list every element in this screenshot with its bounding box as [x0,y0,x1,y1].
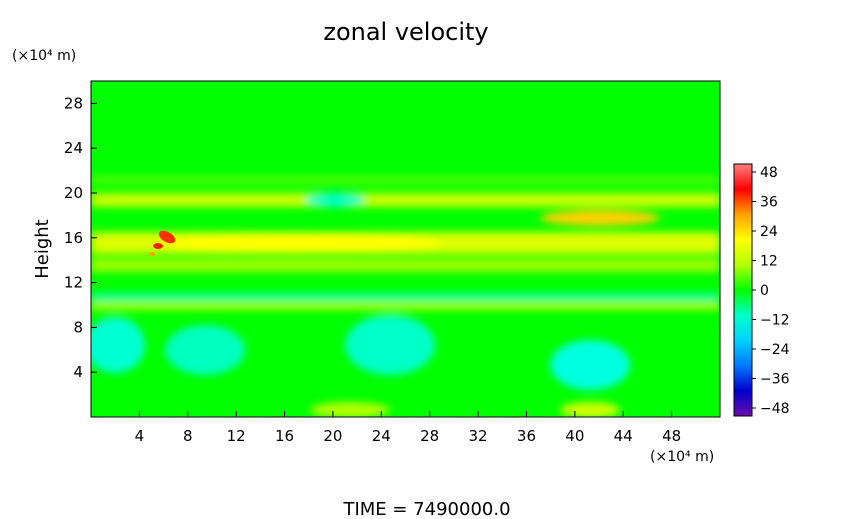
band-mid-yellow [91,302,720,310]
band-upper-weak [91,175,720,185]
time-annotation: TIME = 7490000.0 [342,499,510,519]
colorbar-bar [733,163,753,417]
x-tick-label: 48 [662,427,681,445]
chart-title: zonal velocity [323,18,488,46]
colorbar-tick-label: 12 [760,254,778,270]
band-jet-upper [91,193,720,207]
y-tick-label: 4 [73,363,83,381]
jet-hotspot-red-small [153,243,163,249]
colorbar-tick-label: 48 [760,165,778,181]
y-unit-label: (×10⁴ m) [12,48,76,64]
y-tick-label: 28 [64,94,83,112]
colorbar-tick-label: 24 [760,224,778,240]
jet-hotspot-red [158,230,176,244]
y-axis-ticks: 4 8 12 16 20 24 28 [64,94,97,381]
jet-maximum-right [540,210,660,226]
y-tick-label: 12 [64,274,83,292]
heatmap-plot [91,81,720,417]
colorbar-tick-label: −36 [760,372,790,388]
x-unit-label: (×10⁴ m) [650,449,714,465]
colorbar-labels: 48 36 24 12 0 −12 −24 −36 −48 [752,165,790,417]
colorbar-tick-label: 0 [760,283,769,299]
plot-frame [90,80,721,418]
blue-patch-3 [345,315,435,375]
band-mid-blue [91,293,720,301]
blue-patch-4 [550,340,630,390]
x-axis-ticks: 4 8 12 16 20 24 28 32 36 40 44 48 [135,411,681,445]
y-tick-label: 16 [64,229,83,247]
blue-patch-5 [305,193,365,207]
colorbar-tick-label: −48 [760,401,790,417]
x-tick-label: 36 [517,427,536,445]
x-tick-label: 44 [614,427,633,445]
x-tick-label: 12 [227,427,246,445]
yellow-patch-bottom-1 [310,402,390,417]
blue-patch-1 [91,317,145,373]
x-tick-label: 28 [420,427,439,445]
y-axis-label: Height [32,219,53,279]
y-tick-label: 8 [73,318,83,336]
x-tick-label: 40 [565,427,584,445]
band-jet-lower [91,258,720,272]
y-tick-label: 20 [64,184,83,202]
colorbar: 48 36 24 12 0 −12 −24 −36 −48 [733,163,790,417]
colorbar-tick-label: −24 [760,342,790,358]
jet-hotspot-orange [149,252,155,256]
x-tick-label: 8 [183,427,193,445]
yellow-patch-bottom-2 [560,402,620,417]
x-tick-label: 24 [372,427,391,445]
jet-maximum-center [160,233,440,253]
x-tick-label: 4 [135,427,145,445]
x-tick-label: 16 [275,427,294,445]
colorbar-tick-label: −12 [760,313,790,329]
x-tick-label: 32 [469,427,488,445]
y-tick-label: 24 [64,139,83,157]
colorbar-tick-label: 36 [760,195,778,211]
blue-patch-2 [165,325,245,375]
x-tick-label: 20 [323,427,342,445]
